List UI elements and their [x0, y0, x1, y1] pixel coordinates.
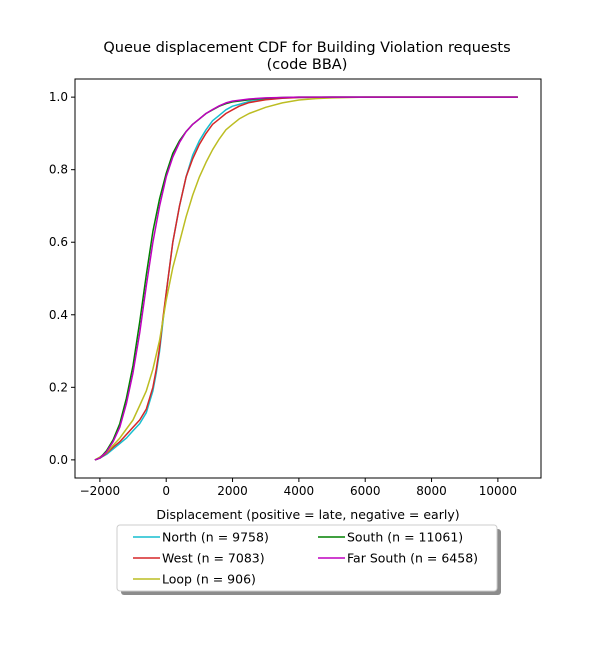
series-line-3	[94, 96, 518, 461]
x-axis-ticks: −2000 0 2000 4000 6000 8000 10000	[80, 478, 517, 498]
x-tick-label: 2000	[217, 484, 248, 498]
y-tick-label: 0.0	[49, 453, 68, 467]
y-tick-label: 1.0	[49, 90, 68, 104]
y-tick-label: 0.6	[49, 235, 68, 249]
series-line-2	[94, 96, 518, 461]
x-tick-label: 10000	[479, 484, 517, 498]
x-tick-label: −2000	[80, 484, 121, 498]
x-tick-label: 0	[162, 484, 170, 498]
legend-label: South (n = 11061)	[347, 530, 463, 545]
plot-frame	[74, 78, 542, 479]
legend-label: West (n = 7083)	[162, 551, 265, 566]
legend: North (n = 9758) West (n = 7083) Loop (n =…	[116, 524, 501, 595]
legend-items: North (n = 9758) West (n = 7083) Loop (n =…	[133, 530, 478, 587]
series-line-0	[94, 96, 518, 461]
x-axis-label: Displacement (positive = late, negative …	[156, 507, 459, 522]
series-line-4	[94, 96, 518, 461]
x-tick-label: 8000	[416, 484, 447, 498]
x-tick-label: 6000	[350, 484, 381, 498]
y-tick-label: 0.8	[49, 163, 68, 177]
legend-label: North (n = 9758)	[162, 530, 269, 545]
legend-label: Far South (n = 6458)	[347, 551, 478, 566]
series-line-1	[94, 96, 518, 461]
y-tick-label: 0.4	[49, 308, 68, 322]
y-tick-label: 0.2	[49, 380, 68, 394]
x-tick-label: 4000	[284, 484, 315, 498]
chart-title-line2: (code BBA)	[267, 57, 348, 73]
chart-title-line1: Queue displacement CDF for Building Viol…	[103, 40, 510, 56]
legend-label: Loop (n = 906)	[162, 572, 256, 587]
legend-box	[116, 524, 498, 592]
y-axis-ticks: 0.0 0.2 0.4 0.6 0.8 1.0	[49, 90, 75, 467]
plot-lines	[94, 96, 518, 461]
